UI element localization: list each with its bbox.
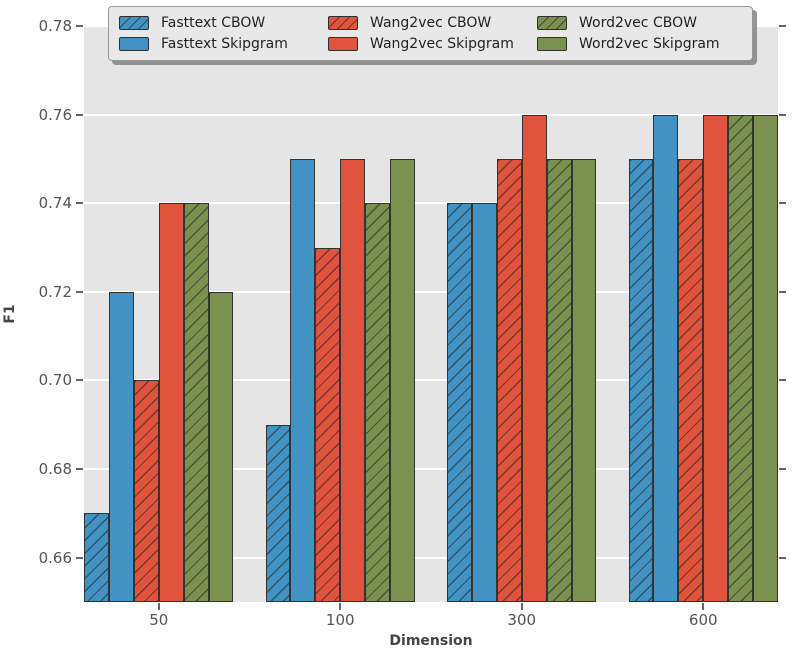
plot-area bbox=[84, 25, 778, 602]
gridline bbox=[84, 202, 778, 205]
bar-group-100 bbox=[265, 26, 416, 602]
bar-group-600 bbox=[628, 26, 779, 602]
gridline bbox=[84, 290, 778, 293]
bar-fasttext-cbow-dim-50 bbox=[84, 513, 109, 602]
y-tick-mark bbox=[76, 556, 83, 559]
legend-swatch bbox=[537, 16, 567, 30]
bar-wang2vec-skipgram-dim-100 bbox=[340, 158, 366, 602]
y-tick-mark bbox=[779, 379, 786, 382]
x-tick-label: 600 bbox=[688, 611, 718, 629]
y-tick-label: 0.66 bbox=[38, 548, 72, 567]
y-tick-mark bbox=[779, 25, 786, 27]
bar-fasttext-skipgram-dim-300 bbox=[471, 203, 497, 602]
bar-fasttext-skipgram-dim-50 bbox=[108, 291, 134, 602]
x-tick-mark bbox=[339, 603, 342, 610]
y-tick-mark bbox=[779, 290, 786, 293]
bar-word2vec-skipgram-dim-300 bbox=[571, 158, 597, 602]
gridline bbox=[84, 113, 778, 116]
legend-item-fasttext-skipgram: Fasttext Skipgram bbox=[119, 36, 320, 52]
x-axis-title: Dimension bbox=[389, 633, 473, 649]
bar-groups-container bbox=[84, 26, 778, 602]
bar-word2vec-cbow-dim-600 bbox=[728, 114, 754, 602]
bar-fasttext-cbow-dim-100 bbox=[265, 424, 291, 602]
bar-wang2vec-cbow-dim-100 bbox=[315, 247, 341, 602]
bar-fasttext-cbow-dim-600 bbox=[628, 158, 654, 602]
y-tick-mark bbox=[779, 556, 786, 559]
y-tick-mark bbox=[76, 113, 83, 116]
bar-wang2vec-cbow-dim-300 bbox=[496, 158, 522, 602]
legend-swatch bbox=[119, 16, 149, 30]
bar-wang2vec-cbow-dim-600 bbox=[678, 158, 704, 602]
y-tick-label: 0.74 bbox=[38, 194, 72, 213]
y-tick-mark bbox=[779, 202, 786, 205]
y-tick-label: 0.76 bbox=[38, 105, 72, 124]
gridline bbox=[84, 556, 778, 559]
bar-group-300 bbox=[447, 26, 597, 602]
bar-word2vec-skipgram-dim-600 bbox=[753, 114, 778, 602]
bar-wang2vec-skipgram-dim-300 bbox=[521, 114, 547, 602]
y-tick-label: 0.70 bbox=[38, 371, 72, 390]
x-tick-mark bbox=[702, 603, 705, 610]
bar-word2vec-cbow-dim-50 bbox=[183, 203, 209, 602]
bar-fasttext-skipgram-dim-600 bbox=[653, 114, 679, 602]
bar-group-50 bbox=[84, 26, 234, 602]
bar-fasttext-skipgram-dim-100 bbox=[290, 158, 316, 602]
legend-swatch bbox=[328, 37, 358, 51]
y-axis-title: F1 bbox=[2, 304, 18, 324]
y-tick-mark bbox=[779, 468, 786, 471]
legend-item-fasttext-cbow: Fasttext CBOW bbox=[119, 15, 320, 31]
legend-swatch bbox=[119, 37, 149, 51]
legend-item-wang2vec-cbow: Wang2vec CBOW bbox=[328, 15, 529, 31]
x-tick-mark bbox=[520, 603, 523, 610]
legend-swatch bbox=[537, 37, 567, 51]
legend-item-word2vec-cbow: Word2vec CBOW bbox=[537, 15, 738, 31]
legend-item-wang2vec-skipgram: Wang2vec Skipgram bbox=[328, 36, 529, 52]
legend-label: Word2vec CBOW bbox=[579, 15, 697, 31]
bar-wang2vec-skipgram-dim-50 bbox=[158, 203, 184, 602]
bar-wang2vec-cbow-dim-50 bbox=[133, 380, 159, 602]
legend-label: Fasttext Skipgram bbox=[161, 36, 288, 52]
legend-label: Wang2vec Skipgram bbox=[370, 36, 514, 52]
bar-word2vec-skipgram-dim-50 bbox=[208, 291, 234, 602]
gridline bbox=[84, 379, 778, 382]
y-tick-label: 0.72 bbox=[38, 282, 72, 301]
y-tick-mark bbox=[76, 468, 83, 471]
bar-word2vec-cbow-dim-100 bbox=[365, 203, 391, 602]
x-tick-mark bbox=[157, 603, 160, 610]
x-tick-label: 300 bbox=[507, 611, 537, 629]
y-tick-label: 0.78 bbox=[38, 17, 72, 35]
legend-label: Fasttext CBOW bbox=[161, 15, 266, 31]
legend-label: Wang2vec CBOW bbox=[370, 15, 492, 31]
y-tick-mark bbox=[779, 113, 786, 116]
gridline bbox=[84, 468, 778, 471]
legend-label: Word2vec Skipgram bbox=[579, 36, 720, 52]
y-tick-mark bbox=[76, 25, 83, 27]
y-tick-mark bbox=[76, 290, 83, 293]
bar-wang2vec-skipgram-dim-600 bbox=[703, 114, 729, 602]
bar-word2vec-cbow-dim-300 bbox=[546, 158, 572, 602]
bar-word2vec-skipgram-dim-100 bbox=[390, 158, 415, 602]
legend-item-word2vec-skipgram: Word2vec Skipgram bbox=[537, 36, 738, 52]
y-tick-mark bbox=[76, 202, 83, 205]
x-tick-label: 100 bbox=[325, 611, 355, 629]
bar-fasttext-cbow-dim-300 bbox=[447, 203, 472, 602]
legend: Fasttext CBOW Fasttext Skipgram Wang2vec C… bbox=[108, 6, 753, 61]
y-tick-label: 0.68 bbox=[38, 460, 72, 479]
y-tick-mark bbox=[76, 379, 83, 382]
legend-swatch bbox=[328, 16, 358, 30]
x-tick-label: 50 bbox=[149, 611, 169, 629]
